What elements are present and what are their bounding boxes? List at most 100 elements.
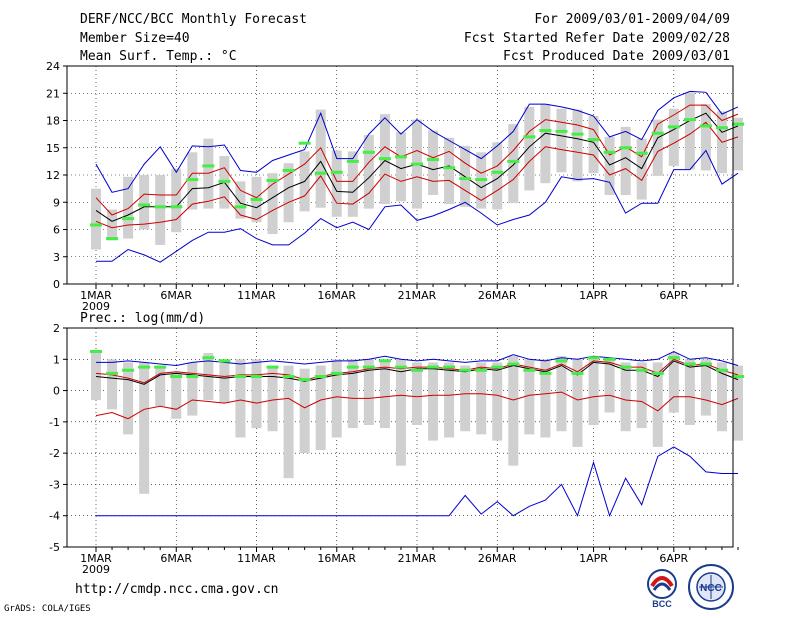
spread-bar [733,117,743,171]
precip-title: Prec.: log(mm/d) [80,311,205,326]
median-marker [138,365,151,369]
median-marker [362,150,375,154]
spread-bar [620,362,631,432]
spread-bar [604,359,615,413]
median-marker [250,198,263,202]
x-tick-label: 11MAR [237,552,276,565]
spread-bar [379,359,390,429]
spread-bar [604,136,615,195]
median-marker [346,365,359,369]
spread-bar [315,109,326,208]
x-tick-label: 6APR [659,289,688,302]
median-marker [635,151,648,155]
spread-bar [652,119,663,176]
spread-bar [444,362,455,438]
spread-bar [267,365,278,432]
spread-bar [428,130,439,195]
median-marker [523,368,536,372]
median-marker [394,155,407,159]
bcc-logo: BCC [647,569,677,609]
year-label: 2009 [82,563,110,576]
median-marker [651,371,664,375]
x-tick-label: 26MAR [478,552,517,565]
spread-bar [476,362,487,435]
forecast-started-date: Fcst Started Refer Date 2009/02/28 [463,31,730,46]
spread-bar [556,108,567,173]
spread-bar [171,168,182,233]
spread-bar [540,104,551,184]
spread-bar [716,362,727,432]
spread-bar [347,151,358,217]
median-marker [90,349,102,353]
y-tick-label: 1 [53,353,60,366]
median-marker [411,162,423,166]
spread-bar [235,181,246,219]
median-marker [491,170,504,174]
median-marker [459,177,472,181]
spread-bar [524,359,535,435]
median-marker [587,138,600,142]
median-marker [427,158,440,162]
x-tick-label: 16MAR [317,289,356,302]
median-marker [266,365,279,369]
y-tick-label: 18 [46,115,60,128]
spread-bar [395,132,406,202]
grads-credit: GrADS: COLA/IGES [4,604,91,614]
spread-bar [331,150,342,217]
spread-bar [363,135,374,209]
ensemble-min-line [96,446,738,518]
x-tick-label: 21MAR [398,289,437,302]
median-marker [218,359,231,363]
spread-bar [556,356,567,432]
spread-bar [267,173,278,235]
spread-bar [684,359,695,425]
median-marker [651,131,664,135]
median-marker [667,356,680,360]
plot-frame [66,327,734,548]
y-tick-label: -4 [49,510,60,523]
median-marker [732,374,744,378]
median-marker [411,368,423,372]
spread-bar [283,365,294,479]
median-marker [539,128,552,132]
median-marker [138,203,151,207]
x-tick-label: 1MAR [80,289,112,302]
forecast-produced-date: Fcst Produced Date 2009/03/01 [503,49,730,64]
x-tick-label: 11MAR [237,289,276,302]
y-tick-label: -2 [49,447,60,460]
median-marker [330,170,343,174]
median-marker [699,124,712,128]
y-tick-label: 15 [46,142,60,155]
median-marker [250,374,263,378]
median-marker [683,118,696,122]
median-marker [218,179,231,183]
spread-bar [363,359,374,425]
median-marker [122,217,135,221]
median-marker [266,178,279,182]
spread-bar [428,362,439,441]
median-marker [427,365,440,369]
x-tick-label: 1MAR [80,552,112,565]
y-tick-label: 9 [53,196,60,209]
spread-bar [299,368,310,454]
spread-bar [315,365,326,451]
median-marker [314,374,327,378]
spread-bar [123,176,134,239]
spread-bar [107,359,118,410]
source-url[interactable]: http://cmdp.ncc.cma.gov.cn [75,582,279,597]
median-marker [314,171,327,175]
spread-bar [91,188,101,250]
spread-bar [395,359,406,466]
median-marker [619,365,632,369]
median-marker [282,374,295,378]
x-tick-label: 1APR [579,289,608,302]
spread-bar [347,359,358,429]
median-marker [282,168,295,172]
median-marker [106,371,119,375]
svg-text:NCC: NCC [700,583,722,594]
mean-line [95,360,739,385]
median-marker [491,365,504,369]
spread-lower-line [95,121,739,229]
